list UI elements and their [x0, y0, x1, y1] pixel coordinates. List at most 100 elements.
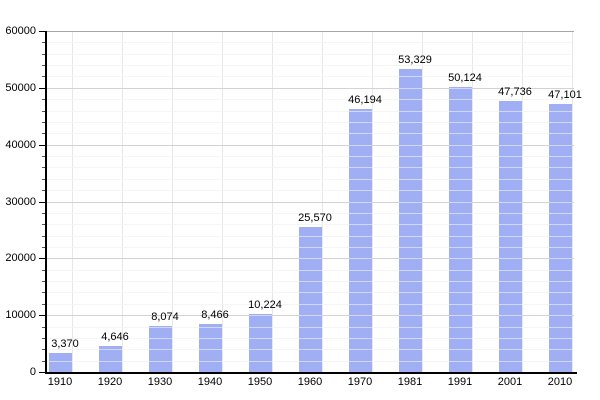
x-tick-label: 1930 — [147, 376, 173, 388]
y-axis-tick-minor — [42, 212, 45, 214]
gridline-major — [46, 31, 574, 32]
bar — [448, 87, 472, 372]
y-axis-tick-major — [39, 31, 45, 32]
y-axis-tick-minor — [42, 190, 45, 192]
y-tick-label: 0 — [29, 366, 36, 378]
gridline-overlay — [46, 144, 574, 146]
x-tick-label: 2010 — [547, 376, 573, 388]
y-axis-tick-minor — [42, 53, 45, 55]
bar — [298, 226, 322, 372]
gridline-overlay — [46, 133, 574, 135]
y-axis-tick-minor — [42, 269, 45, 271]
x-tick-label: 1950 — [247, 376, 273, 388]
y-axis-tick-minor — [42, 337, 45, 339]
x-tick-label: 1991 — [447, 376, 473, 388]
gridline-overlay — [46, 178, 574, 180]
y-axis-tick-major — [39, 258, 45, 260]
gridline-overlay — [46, 212, 574, 214]
bar-value-label: 46,194 — [348, 94, 382, 107]
bar-value-label: 50,124 — [448, 72, 482, 85]
y-axis-tick-minor — [42, 110, 45, 112]
gridline-overlay — [46, 224, 574, 226]
y-axis-tick-minor — [42, 235, 45, 237]
y-axis-tick-major — [39, 315, 45, 317]
bar-value-label: 47,736 — [498, 85, 532, 98]
y-axis-tick-major — [39, 201, 45, 203]
y-axis-line — [45, 31, 47, 374]
gridline-overlay — [46, 281, 574, 283]
bar-value-label: 3,370 — [51, 337, 79, 350]
y-axis-tick-minor — [42, 133, 45, 135]
gridline-overlay — [46, 326, 574, 328]
y-axis-tick-minor — [42, 360, 45, 362]
gridline-overlay — [46, 156, 574, 158]
bar-value-label: 25,570 — [298, 211, 332, 224]
bar — [248, 313, 272, 372]
y-axis-tick-major — [39, 144, 45, 146]
gridline-overlay — [46, 269, 574, 271]
gridline-overlay — [46, 337, 574, 339]
bar-value-label: 4,646 — [101, 330, 129, 343]
bar — [548, 104, 572, 372]
gridline-overlay — [46, 349, 574, 351]
y-axis-tick-major — [39, 87, 45, 89]
gridline-overlay — [46, 303, 574, 305]
bar — [348, 109, 372, 372]
y-axis-tick-minor — [42, 167, 45, 169]
x-tick-label: 1970 — [347, 376, 373, 388]
gridline-overlay — [46, 110, 574, 112]
y-tick-label: 60000 — [5, 25, 36, 37]
bar — [198, 323, 222, 372]
y-tick-label: 30000 — [5, 195, 36, 208]
gridline-overlay — [46, 87, 574, 89]
y-axis-tick-minor — [42, 178, 45, 180]
gridline-overlay — [46, 167, 574, 169]
gridline-overlay — [46, 315, 574, 317]
gridline-overlay — [46, 292, 574, 294]
gridline-overlay — [46, 99, 574, 101]
x-tick-label: 1981 — [397, 376, 423, 388]
y-axis-tick-minor — [42, 65, 45, 67]
bar — [98, 345, 122, 372]
x-tick-label: 2001 — [497, 376, 523, 388]
gridline-overlay — [46, 42, 574, 44]
y-axis-tick-minor — [42, 156, 45, 158]
y-tick-label: 40000 — [5, 138, 36, 151]
bar-value-label: 47,101 — [548, 89, 582, 102]
y-tick-label: 20000 — [5, 252, 36, 265]
y-axis-tick-minor — [42, 349, 45, 351]
y-axis-tick-minor — [42, 246, 45, 248]
bar-value-label: 10,224 — [248, 298, 282, 311]
x-tick-label: 1910 — [47, 376, 73, 388]
y-axis-tick-minor — [42, 303, 45, 305]
gridline-overlay — [46, 53, 574, 55]
y-axis-tick-minor — [42, 76, 45, 78]
gridline-overlay — [46, 65, 574, 67]
gridline-overlay — [46, 360, 574, 362]
gridline-overlay — [46, 246, 574, 248]
gridline-overlay — [46, 121, 574, 123]
y-tick-label: 10000 — [5, 309, 36, 322]
gridline-overlay — [46, 190, 574, 192]
bar — [48, 352, 72, 372]
x-tick-label: 1940 — [197, 376, 223, 388]
y-axis-tick-minor — [42, 292, 45, 294]
y-axis-tick-minor — [42, 224, 45, 226]
x-tick-label: 1960 — [297, 376, 323, 388]
gridline-overlay — [46, 258, 574, 260]
gridline-overlay — [46, 201, 574, 203]
y-axis-tick-minor — [42, 99, 45, 101]
y-tick-label: 50000 — [5, 81, 36, 94]
x-tick-label: 1920 — [97, 376, 123, 388]
gridline-overlay — [46, 235, 574, 237]
bar-value-label: 8,466 — [201, 308, 229, 321]
y-axis-tick-minor — [42, 121, 45, 123]
x-axis-line — [45, 372, 577, 374]
bar-value-label: 53,329 — [398, 53, 432, 66]
bar-value-label: 8,074 — [151, 311, 179, 324]
y-axis-tick-minor — [42, 42, 45, 44]
gridline-overlay — [46, 76, 574, 78]
y-axis-tick-minor — [42, 281, 45, 283]
y-axis-tick-minor — [42, 326, 45, 328]
